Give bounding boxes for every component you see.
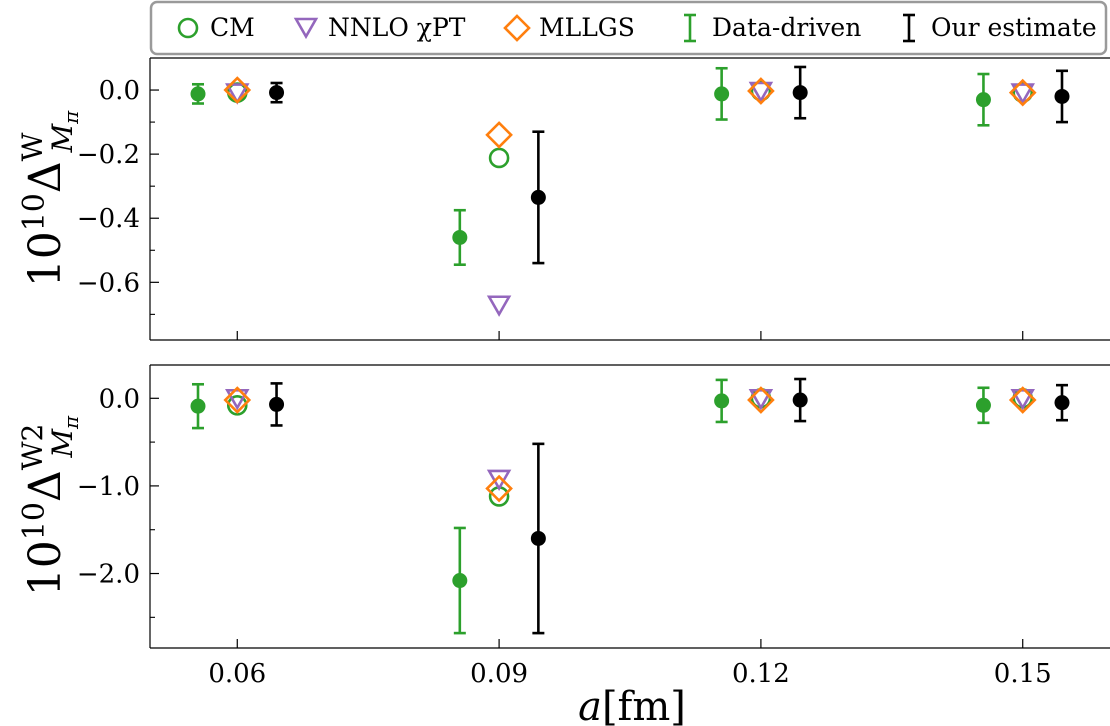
x-tick-label: 0.12 [732,659,790,689]
nnlo-marker [1010,388,1035,411]
legend-nnlo-icon [293,17,319,40]
y-axis-label-top: 1010ΔWMπ [16,110,83,287]
data-driven-point-dot [190,398,206,414]
nnlo-marker [225,83,250,105]
legend-entry-mllgs: MLLGS [503,13,635,42]
data-driven-point-dot [714,393,730,409]
nnlo-marker [1010,83,1035,105]
y-axis-label-text: 1010ΔW2Mπ [16,415,83,596]
our-estimate-point-dot [269,396,285,412]
data-driven-point-dot [975,92,991,108]
legend-label: MLLGS [539,13,635,42]
cm-marker [226,395,248,416]
x-tick-label: 0.06 [208,659,266,689]
data-driven-point-dot [452,229,468,245]
y-axis-label-bottom: 1010ΔW2Mπ [16,415,83,596]
x-tick-label: 0.09 [470,659,528,689]
y-tick-label: −2.0 [77,560,140,590]
legend-label: CM [210,13,255,42]
y-tick-label: −1.0 [77,472,140,502]
nnlo-marker [748,81,774,104]
our-estimate-point-dot [530,189,546,205]
nnlo-marker [486,469,512,492]
data-driven-point-dot [190,86,206,102]
our-estimate-point-dot [269,85,285,101]
legend-entry-our_estimate: Our estimate [903,13,1097,43]
y-tick-label: −0.2 [77,140,140,170]
legend-entry-data_driven: Data-driven [684,13,861,43]
nnlo-marker [225,388,250,411]
legend-label: Data-driven [712,13,861,42]
mllgs-marker [223,76,252,104]
legend: CM NNLO χPT MLLGS Data-driven Our estimate [149,0,1108,56]
our-estimate-point-dot [792,85,808,101]
panel-top: 0.0 −0.2 −0.4 −0.6 [77,57,1110,341]
mllgs-marker [485,474,513,503]
y-tick-label: −0.6 [77,268,140,298]
plot-panels: 0.0−0.2−0.4−0.60.0−1.0−2.00.06 0.09 0.12 0.… [77,57,1110,689]
panel-bottom: 0.0 −1.0 −2.0 0.06 0.09 0.12 0.15 [77,364,1110,689]
mllgs-marker [1008,386,1037,414]
mllgs-marker [1008,78,1037,107]
x-tick-label: 0.15 [994,659,1052,689]
mllgs-marker [485,121,513,149]
mllgs-marker [747,77,775,105]
y-tick-label: −0.4 [77,204,140,234]
cm-marker [488,147,510,169]
y-axis-label-text: 1010ΔWMπ [16,110,83,287]
legend-label: NNLO χPT [328,13,466,42]
legend-label: Our estimate [931,13,1097,42]
y-tick-label: 0.0 [99,384,140,414]
data-driven-point-dot [714,86,730,102]
our-estimate-point-dot [1054,88,1070,104]
mllgs-marker [223,386,252,414]
nnlo-marker [748,388,774,411]
legend-mllgs-icon [503,14,531,42]
legend-entry-cm: CM [177,13,255,42]
legend-entry-nnlo: NNLO χPT [293,13,466,42]
our-estimate-point-dot [792,392,808,408]
legend-frame [149,0,1108,56]
axis-labels: a[fm] 1010ΔWMπ 1010ΔW2Mπ [16,110,686,726]
nnlo-marker [486,295,512,317]
legend-cm-icon [177,17,199,39]
x-axis-label: a[fm] [578,684,686,726]
data-driven-point-dot [452,573,468,589]
data-driven-point-dot [975,397,991,413]
mllgs-marker [747,386,775,414]
our-estimate-point-dot [530,530,546,546]
our-estimate-point-dot [1054,395,1070,411]
y-tick-label: 0.0 [99,76,140,106]
